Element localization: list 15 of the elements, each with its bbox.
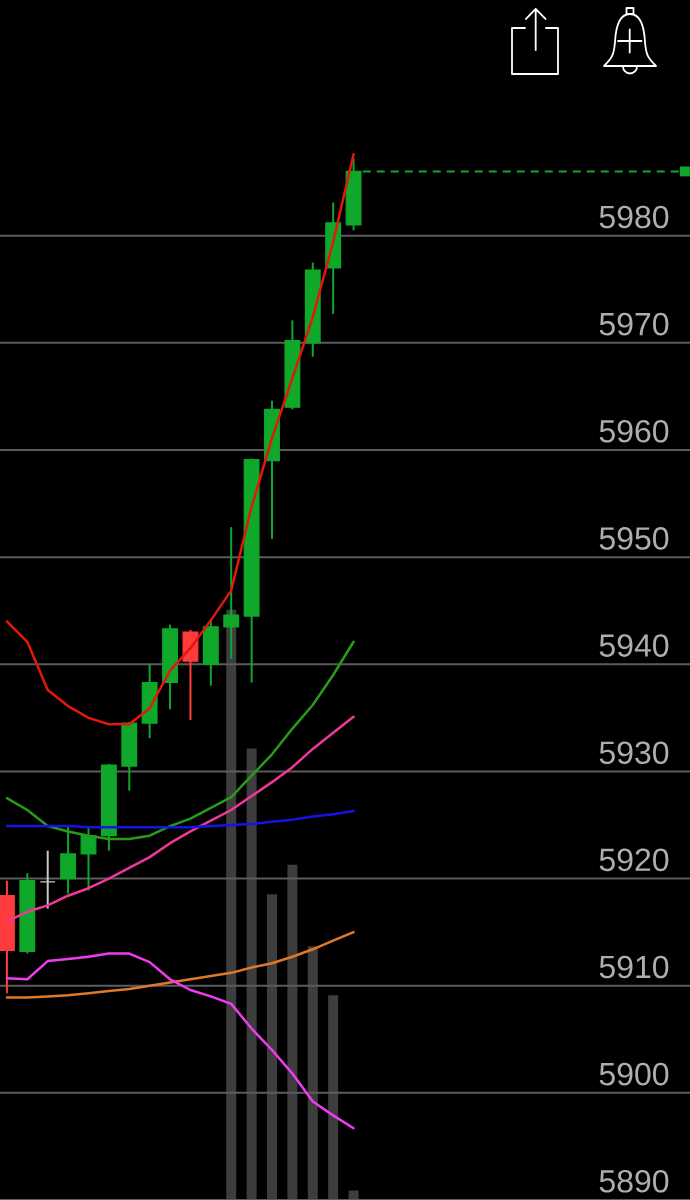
bar — [287, 864, 298, 1200]
bar — [267, 894, 277, 1200]
y-tick-label: 5900 — [599, 1062, 669, 1086]
bar — [246, 748, 257, 1200]
y-tick-label: 5950 — [599, 527, 669, 550]
y-tick-label: 5930 — [599, 741, 669, 765]
y-tick-label: 5960 — [599, 419, 669, 443]
y-tick-label: 5970 — [599, 312, 669, 336]
y-tick-label: 5980 — [599, 205, 669, 229]
y-tick-label: 5920 — [599, 848, 669, 872]
bar — [328, 995, 339, 1200]
y-tick-label: 5910 — [599, 955, 669, 979]
bar — [307, 946, 318, 1200]
y-tick-label: 5940 — [599, 634, 669, 657]
y-tick-label: 5890 — [599, 1169, 669, 1193]
